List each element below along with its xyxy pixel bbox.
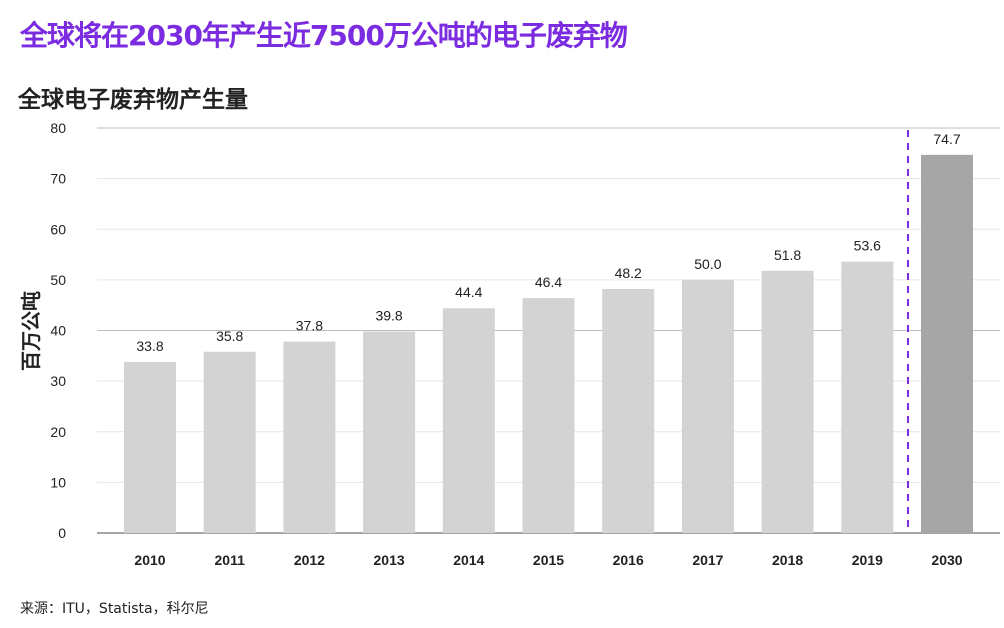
data-label: 39.8 — [375, 308, 402, 324]
bar-2011 — [203, 351, 256, 533]
bar-2019 — [841, 261, 894, 533]
bar-2012 — [283, 341, 336, 533]
y-tick-label: 10 — [50, 474, 66, 490]
bar-2018 — [761, 270, 814, 533]
y-tick-label: 20 — [50, 424, 66, 440]
x-tick-label: 2017 — [692, 552, 723, 568]
data-label: 33.8 — [136, 338, 163, 354]
y-axis-label: 百万公吨 — [19, 291, 43, 371]
y-tick-label: 50 — [50, 272, 66, 288]
y-tick-label: 40 — [50, 323, 66, 339]
source-note: 来源：ITU，Statista，科尔尼 — [20, 601, 209, 617]
x-tick-label: 2011 — [215, 552, 246, 568]
data-label: 50.0 — [694, 256, 721, 272]
bar-2013 — [363, 331, 416, 533]
bar-2010 — [124, 361, 176, 533]
data-label: 51.8 — [774, 247, 801, 263]
y-tick-label: 70 — [50, 171, 66, 187]
y-tick-label: 30 — [50, 373, 66, 389]
bar-2015 — [522, 298, 575, 533]
bar-2016 — [602, 288, 655, 533]
x-tick-label: 2015 — [533, 552, 564, 568]
chart-title: 全球电子废弃物产生量 — [18, 87, 248, 113]
data-label: 74.7 — [933, 131, 960, 147]
data-label: 46.4 — [535, 274, 562, 290]
x-tick-label: 2010 — [134, 552, 165, 568]
x-tick-label: 2019 — [852, 552, 883, 568]
x-tick-label: 2016 — [613, 552, 644, 568]
x-tick-label: 2014 — [453, 552, 484, 568]
y-tick-label: 80 — [50, 120, 66, 136]
y-tick-label: 60 — [50, 221, 66, 237]
bar-2014 — [442, 308, 495, 533]
x-tick-label: 2030 — [931, 552, 962, 568]
y-tick-label: 0 — [58, 525, 66, 541]
page-title: 全球将在2030年产生近7500万公吨的电子废弃物 — [20, 19, 628, 52]
bar-2030 — [921, 154, 973, 534]
bar-2017 — [681, 279, 734, 533]
data-label: 44.4 — [455, 284, 482, 300]
data-label: 35.8 — [216, 328, 243, 344]
x-tick-label: 2012 — [294, 552, 325, 568]
x-tick-label: 2018 — [772, 552, 803, 568]
data-label: 53.6 — [854, 238, 881, 254]
data-label: 37.8 — [296, 318, 323, 334]
data-label: 48.2 — [615, 265, 642, 281]
x-tick-label: 2013 — [374, 552, 405, 568]
